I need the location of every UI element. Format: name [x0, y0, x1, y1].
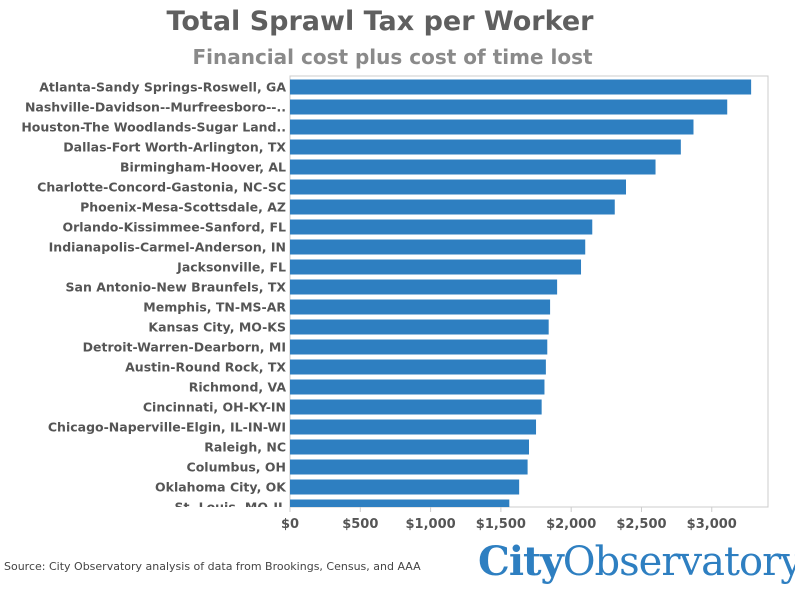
logo-observatory-text: Observatory: [562, 539, 795, 585]
category-labels-group: Atlanta-Sandy Springs-Roswell, GA Nashvil…: [21, 80, 287, 515]
logo-city-text: City: [478, 538, 564, 585]
category-label: Austin-Round Rock, TX: [125, 360, 286, 375]
category-label: Cincinnati, OH-KY-IN: [143, 400, 286, 415]
bar: [290, 339, 548, 355]
source-note: Source: City Observatory analysis of dat…: [4, 560, 421, 573]
city-observatory-logo: CityObservatory: [478, 538, 795, 585]
x-tick-label: $2,500: [616, 517, 666, 532]
category-label: Birmingham-Hoover, AL: [120, 160, 286, 175]
category-label: Orlando-Kissimmee-Sanford, FL: [62, 220, 286, 235]
category-label: Indianapolis-Carmel-Anderson, IN: [49, 240, 286, 255]
x-tick-label: $2,000: [546, 517, 596, 532]
chart-subtitle: Financial cost plus cost of time lost: [192, 45, 593, 69]
category-label: Jacksonville, FL: [176, 260, 286, 275]
bar: [290, 479, 520, 495]
category-label: Charlotte-Concord-Gastonia, NC-SC: [37, 180, 286, 195]
bar: [290, 319, 549, 335]
x-tick-label: $1,000: [406, 517, 456, 532]
category-label: Chicago-Naperville-Elgin, IL-IN-WI: [48, 420, 286, 435]
x-axis-ticks-group: $0 $500 $1,000 $1,500 $2,000 $2,500 $3,000: [281, 507, 737, 532]
category-label: Detroit-Warren-Dearborn, MI: [83, 340, 286, 355]
bar: [290, 219, 593, 235]
bar: [290, 199, 615, 215]
x-tick-label: $1,500: [476, 517, 526, 532]
category-label: Columbus, OH: [187, 460, 286, 475]
bar: [290, 139, 681, 155]
bar: [290, 119, 694, 135]
bar: [290, 399, 542, 415]
bar: [290, 79, 752, 95]
bar: [290, 299, 551, 315]
bars-group: [290, 79, 752, 507]
category-label: Nashville-Davidson--Murfreesboro--..: [25, 100, 286, 115]
category-label: San Antonio-New Braunfels, TX: [66, 280, 287, 295]
bar: [290, 239, 586, 255]
bar: [290, 419, 537, 435]
bar: [290, 99, 728, 115]
category-label: St. Louis, MO-IL: [175, 500, 286, 515]
bar: [290, 499, 510, 507]
category-label: Dallas-Fort Worth-Arlington, TX: [63, 140, 286, 155]
category-label: Richmond, VA: [189, 380, 287, 395]
bar: [290, 179, 627, 195]
category-label: Raleigh, NC: [204, 440, 286, 455]
category-label: Kansas City, MO-KS: [148, 320, 286, 335]
bar: [290, 359, 546, 375]
bar: [290, 459, 528, 475]
bar: [290, 279, 558, 295]
bar: [290, 439, 529, 455]
category-label: Memphis, TN-MS-AR: [143, 300, 286, 315]
bar: [290, 259, 582, 275]
category-label: Oklahoma City, OK: [155, 480, 287, 495]
category-label: Houston-The Woodlands-Sugar Land..: [21, 120, 286, 135]
x-tick-label: $3,000: [687, 517, 737, 532]
x-tick-label: $500: [342, 517, 378, 532]
chart-title: Total Sprawl Tax per Worker: [166, 6, 594, 37]
bar: [290, 379, 545, 395]
category-label: Phoenix-Mesa-Scottsdale, AZ: [80, 200, 286, 215]
bar-chart: Atlanta-Sandy Springs-Roswell, GA Nashvil…: [21, 75, 769, 532]
x-tick-label: $0: [281, 517, 299, 532]
category-label: Atlanta-Sandy Springs-Roswell, GA: [39, 80, 286, 95]
bar: [290, 159, 656, 175]
